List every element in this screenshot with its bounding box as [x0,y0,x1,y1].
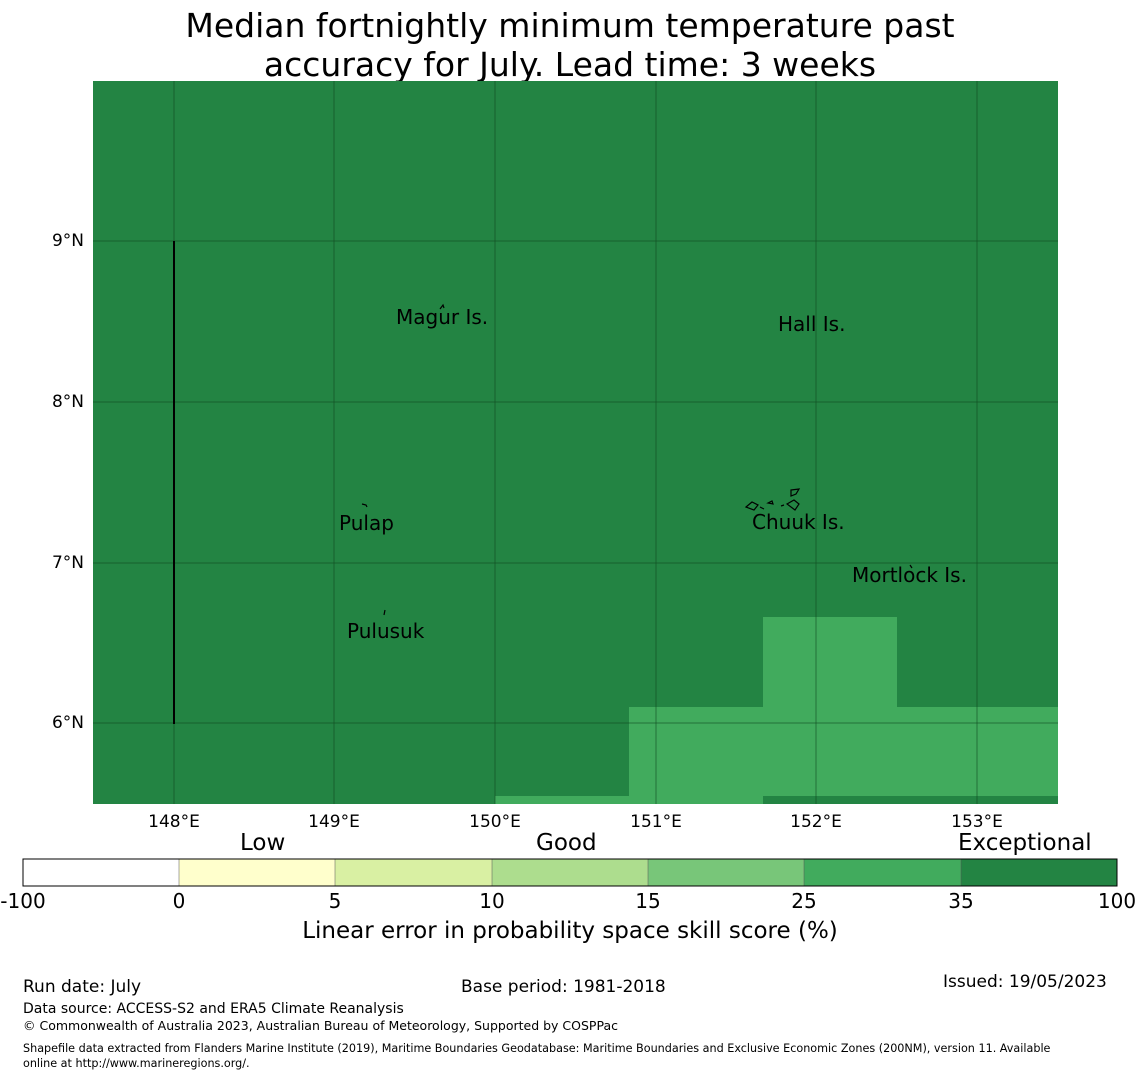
pulap-island-outline [361,503,368,508]
lat-label-9n: 9°N [51,231,84,251]
place-label-pulusuk: Pulusuk [347,619,425,643]
colorbar-segment-7 [961,859,1117,886]
place-label-magur: Magur Is. [396,305,489,329]
colorbar-segment-3 [335,859,492,886]
title-line-1: Median fortnightly minimum temperature p… [185,6,955,45]
lat-label-6n: 6°N [51,713,84,733]
colorbar-tick: 10 [479,889,505,913]
chuuk-island-outline-3 [790,488,801,497]
good-region-b [629,707,1058,804]
island-outlines [361,303,913,616]
map-title: Median fortnightly minimum temperature p… [0,6,1140,84]
shapefile-credit-line-2: online at http://www.marineregions.org/. [23,1057,250,1070]
colorbar-segment-6 [804,859,961,886]
colorbar-tick: -100 [0,889,46,913]
place-label-pulap: Pulap [339,511,394,535]
lon-label-151e: 151°E [630,812,682,832]
colorbar-tick: 35 [948,889,974,913]
shapefile-credit-line-1: Shapefile data extracted from Flanders M… [23,1042,1051,1055]
map-background [93,81,1058,804]
mortlock-island-outline [909,564,913,569]
data-source: Data source: ACCESS-S2 and ERA5 Climate … [23,1001,404,1017]
colorbar-segment-2 [179,859,335,886]
colorbar-tick: 15 [635,889,661,913]
lon-label-153e: 153°E [951,812,1003,832]
place-label-mortlock: Mortlock Is. [852,563,967,587]
chuuk-island-outline-1 [744,501,759,511]
exceptional-strip [763,796,1058,804]
chuuk-island-outline-6 [759,506,765,510]
lon-label-149e: 149°E [308,812,360,832]
run-date: Run date: July [23,977,142,997]
colorbar-category-exceptional: Exceptional [958,830,1092,856]
chuuk-island-outline-2 [766,500,774,505]
colorbar-tick: 0 [172,889,186,913]
colorbar-frame [22,858,1118,887]
colorbar [22,858,1118,887]
magur-island-outline [439,303,445,310]
colorbar-tick: 100 [1097,889,1137,913]
colorbar-tick: 25 [791,889,817,913]
copyright: © Commonwealth of Australia 2023, Austra… [23,1018,618,1033]
issued-date: Issued: 19/05/2023 [943,972,1107,992]
colorbar-title: Linear error in probability space skill … [302,918,838,944]
lat-label-7n: 7°N [51,553,84,573]
lon-label-150e: 150°E [469,812,521,832]
place-label-hall: Hall Is. [778,312,846,336]
place-label-chuuk: Chuuk Is. [752,510,845,534]
title-line-2: accuracy for July. Lead time: 3 weeks [263,45,877,84]
chuuk-island-outline-4 [785,499,800,511]
pulusuk-island-outline [383,609,386,616]
good-region-c [495,796,629,804]
colorbar-segment-5 [648,859,804,886]
colorbar-segment-4 [492,859,648,886]
lon-label-152e: 152°E [790,812,842,832]
lon-label-148e: 148°E [148,812,200,832]
colorbar-tick: 5 [328,889,342,913]
colorbar-segment-1 [23,859,179,886]
colorbar-category-low: Low [240,830,286,856]
colorbar-category-good: Good [536,830,597,856]
colorbar-dividers [178,859,962,886]
base-period: Base period: 1981-2018 [461,977,666,997]
chuuk-island-outline-5 [780,504,785,507]
lat-label-8n: 8°N [51,392,84,412]
